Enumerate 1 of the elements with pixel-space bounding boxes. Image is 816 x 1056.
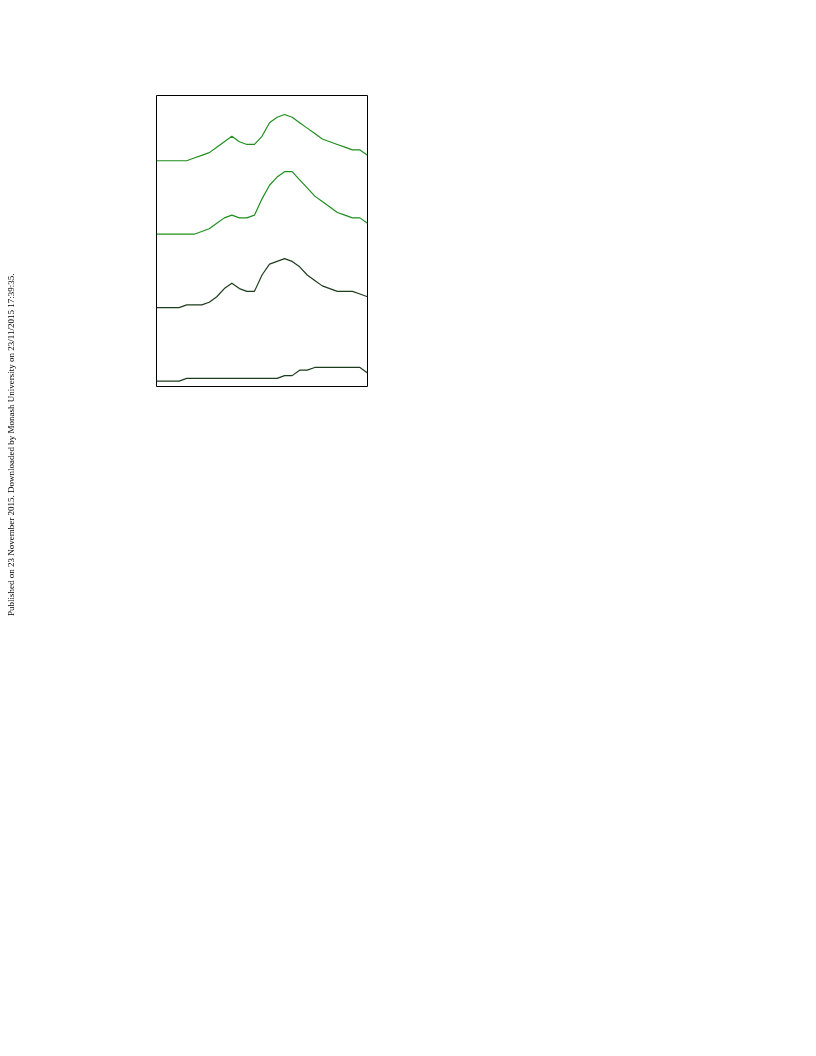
text: Published on 23 November 2015. Downloaded by Monash University on 23/11/2015 17:39:35. [5,273,17,617]
